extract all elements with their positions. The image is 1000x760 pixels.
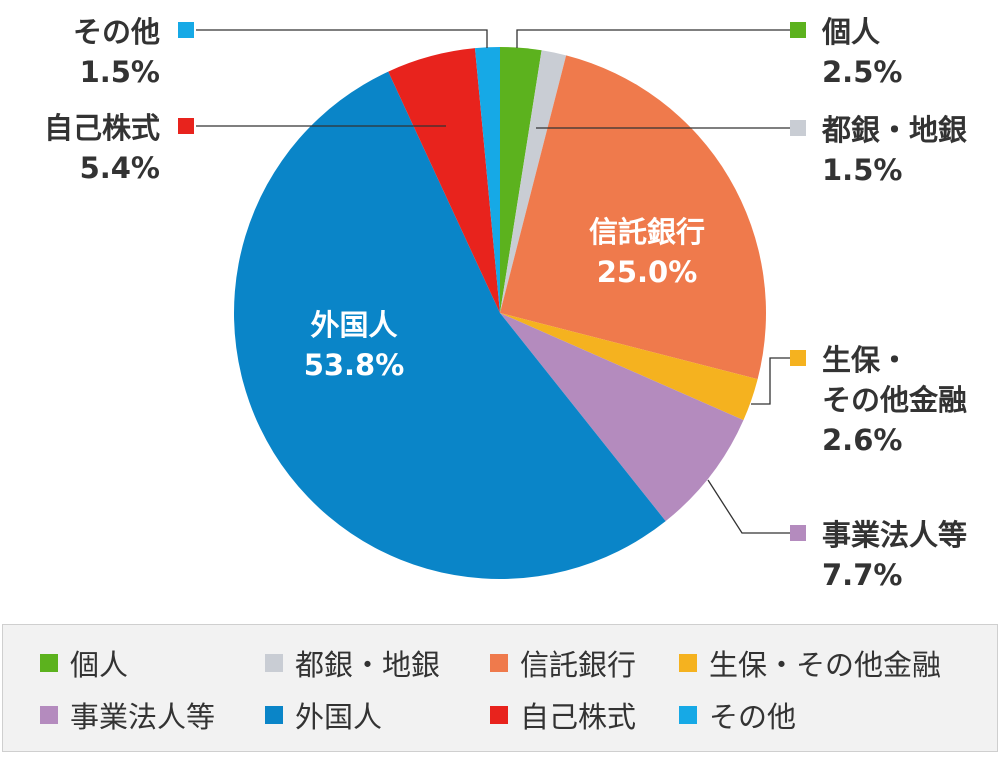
callout-marker	[178, 118, 194, 134]
callout-value: 1.5%	[80, 55, 160, 89]
legend-label: 外国人	[295, 700, 383, 734]
pie-slice	[500, 313, 744, 522]
legend-swatch	[490, 706, 508, 724]
legend-item: 生保・その他金融	[679, 643, 941, 683]
pie-chart: 信託銀行 25.0% 外国人 53.8% その他 1.5% 自己株式 5.4% 個人 2.5% 都銀…	[44, 15, 967, 592]
callout-marker	[790, 525, 806, 541]
callout-value: 2.6%	[822, 423, 902, 457]
pie-slice	[500, 50, 567, 313]
pie-slice	[500, 47, 542, 313]
callout-marker	[790, 120, 806, 136]
legend-swatch	[265, 706, 283, 724]
slice-value-label: 25.0%	[597, 255, 698, 289]
callout-value: 7.7%	[822, 558, 902, 592]
legend-item: 外国人	[265, 695, 382, 735]
callout-marker	[178, 22, 194, 38]
legend-swatch	[490, 654, 508, 672]
callout-label: 個人	[821, 15, 880, 49]
legend-label: 生保・その他金融	[709, 648, 942, 682]
legend-item: 自己株式	[490, 695, 636, 735]
legend-label: 事業法人等	[70, 700, 216, 734]
callout-value: 2.5%	[822, 55, 902, 89]
legend-item: 信託銀行	[490, 643, 636, 683]
leader-line	[751, 357, 790, 405]
callout-marker	[790, 350, 806, 366]
pie-slice	[500, 313, 758, 421]
leader-line	[707, 479, 790, 534]
leader-line	[516, 29, 790, 48]
callout-label: 都銀・地銀	[821, 113, 967, 147]
legend-item: 個人	[40, 643, 128, 683]
legend-item: その他	[679, 695, 796, 735]
callout-label: その他	[73, 15, 160, 49]
slice-label: 外国人	[310, 308, 397, 342]
callouts: その他 1.5% 自己株式 5.4% 個人 2.5% 都銀・地銀 1.5% 生保・その他金融 2.…	[44, 15, 967, 592]
legend-label: 都銀・地銀	[295, 648, 441, 682]
legend-item: 事業法人等	[40, 695, 215, 735]
slice-label: 信託銀行	[589, 215, 705, 249]
legend-swatch	[265, 654, 283, 672]
leader-line	[196, 29, 488, 48]
callout-value: 1.5%	[822, 153, 902, 187]
callout-label: 自己株式	[44, 111, 160, 145]
callout-label: 事業法人等	[822, 518, 967, 552]
legend-label: 信託銀行	[520, 648, 637, 682]
pie-slice	[388, 48, 500, 314]
pie-slice	[474, 47, 500, 313]
callout-value: 5.4%	[80, 151, 160, 185]
legend-item: 都銀・地銀	[265, 643, 440, 683]
pie-slices	[234, 47, 766, 580]
legend-swatch	[40, 706, 58, 724]
callout-label: 生保・	[822, 343, 909, 377]
legend-label: 個人	[70, 648, 129, 682]
legend-swatch	[679, 654, 697, 672]
callout-marker	[790, 22, 806, 38]
legend-swatch	[40, 654, 58, 672]
legend-label: その他	[709, 700, 797, 734]
pie-slice	[500, 55, 766, 380]
slice-value-label: 53.8%	[304, 348, 405, 382]
callout-label: その他金融	[822, 383, 967, 417]
legend-label: 自己株式	[520, 700, 637, 734]
pie-slice	[234, 71, 666, 580]
legend-swatch	[679, 706, 697, 724]
legend: 個人 都銀・地銀 信託銀行 生保・その他金融事業法人等 外国人 自己株式 その他	[2, 624, 998, 752]
